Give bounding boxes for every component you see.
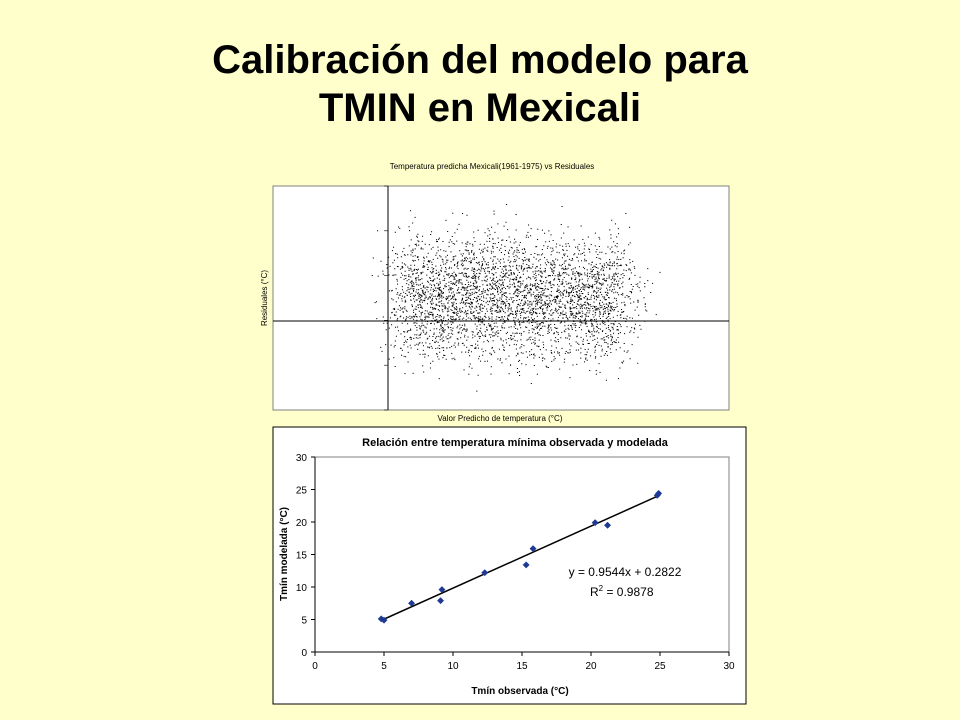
residual-point-cloud bbox=[371, 204, 661, 392]
residuals-chart-title: Temperatura predicha Mexicali(1961-1975)… bbox=[390, 162, 595, 171]
r-squared-value: = 0.9878 bbox=[603, 585, 654, 599]
y-tick-label: 15 bbox=[296, 551, 308, 562]
scatter-chart-title: Relación entre temperatura mínima observ… bbox=[362, 437, 669, 449]
plot-area bbox=[314, 456, 730, 653]
x-tick-label: 0 bbox=[312, 661, 318, 672]
data-point bbox=[653, 491, 661, 499]
scatter-y-axis-label: Tmín modelada (°C) bbox=[279, 507, 290, 601]
slide-title-line-2: TMIN en Mexicali bbox=[318, 86, 642, 130]
x-tick-label: 10 bbox=[447, 661, 459, 672]
slide-title: Calibración del modelo para TMIN en Mexi… bbox=[0, 36, 960, 132]
residuals-y-axis-label: Residuales (°C) bbox=[260, 270, 269, 326]
r-squared-label: R2 = 0.9878 bbox=[590, 584, 654, 599]
data-point bbox=[529, 545, 537, 553]
y-tick-label: 10 bbox=[296, 583, 308, 594]
x-tick-label: 25 bbox=[654, 661, 666, 672]
y-tick-label: 0 bbox=[301, 648, 307, 659]
data-point bbox=[438, 586, 446, 594]
chart-area bbox=[272, 426, 747, 705]
x-tick-label: 30 bbox=[723, 661, 735, 672]
data-point bbox=[604, 521, 612, 529]
data-point bbox=[591, 519, 599, 527]
residuals-x-axis-label: Valor Predicho de temperatura (°C) bbox=[438, 414, 563, 423]
data-point bbox=[380, 616, 388, 624]
x-tick-label: 5 bbox=[381, 661, 387, 672]
data-point bbox=[437, 597, 445, 605]
y-tick-label: 30 bbox=[296, 453, 308, 464]
x-tick-label: 15 bbox=[516, 661, 528, 672]
data-point bbox=[655, 489, 663, 497]
data-point bbox=[481, 569, 489, 577]
trendline bbox=[380, 494, 661, 622]
data-point bbox=[408, 599, 416, 607]
data-point bbox=[522, 561, 530, 569]
x-tick-label: 20 bbox=[585, 661, 597, 672]
r-squared-symbol: R bbox=[590, 585, 599, 599]
r-squared-exponent: 2 bbox=[599, 584, 604, 593]
y-tick-label: 5 bbox=[301, 616, 307, 627]
y-tick-label: 25 bbox=[296, 486, 308, 497]
y-tick-label: 20 bbox=[296, 518, 308, 529]
data-point bbox=[377, 615, 385, 623]
slide-title-line-1: Calibración del modelo para bbox=[212, 38, 748, 82]
residuals-plot-area bbox=[272, 185, 730, 411]
trendline-equation: y = 0.9544x + 0.2822 bbox=[569, 565, 682, 579]
scatter-x-axis-label: Tmín observada (°C) bbox=[471, 686, 568, 697]
